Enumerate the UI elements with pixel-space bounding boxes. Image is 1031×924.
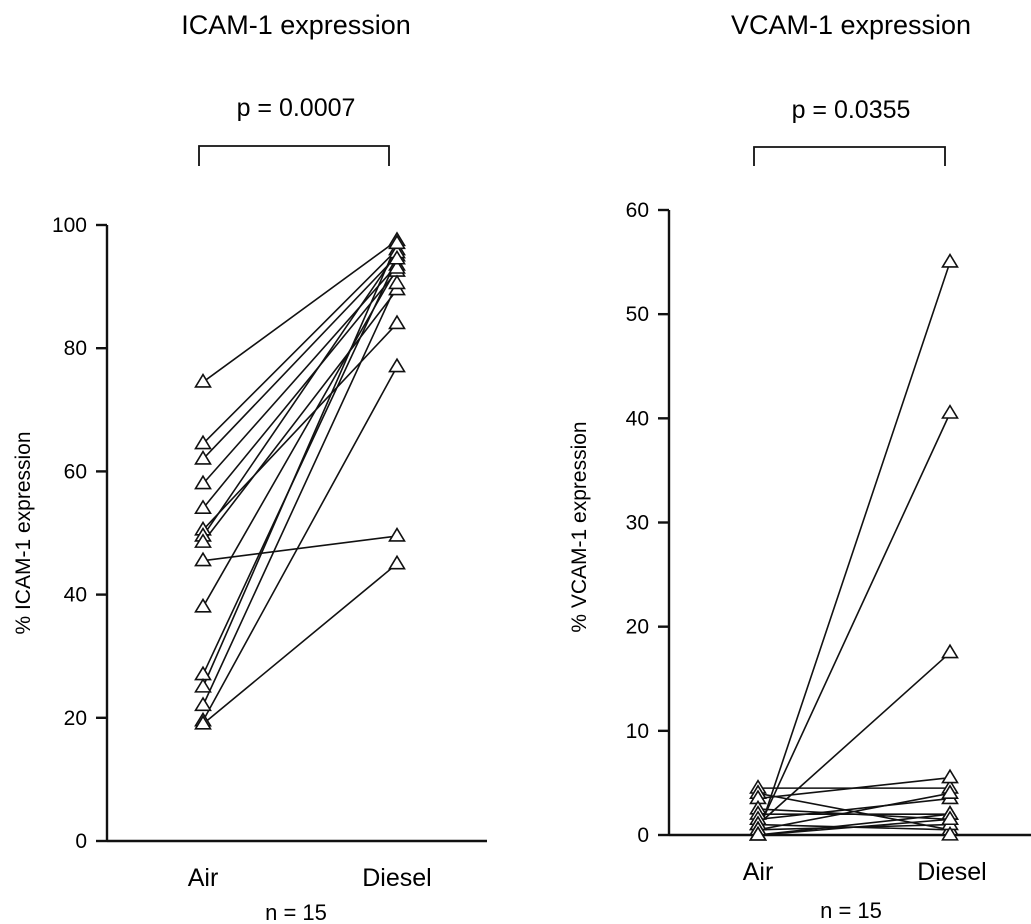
vcam-diesel-point-9 — [941, 404, 959, 419]
vcam-y-tick-label: 50 — [626, 303, 649, 326]
icam-title: ICAM-1 expression — [181, 10, 411, 40]
vcam-p-value: p = 0.0355 — [792, 96, 911, 124]
icam-air-point-9 — [194, 551, 212, 567]
icam-n-label: n = 15 — [265, 900, 327, 924]
vcam-category-air: Air — [743, 858, 774, 886]
icam-pair-line-14 — [202, 366, 398, 722]
icam-diesel-point-13 — [388, 274, 406, 290]
vcam-y-tick-label: 60 — [626, 199, 649, 222]
vcam-diesel-point-3 — [941, 768, 959, 784]
vcam-pair-line-13 — [757, 813, 951, 836]
icam-significance-bracket — [198, 145, 390, 166]
icam-air-point-4 — [194, 474, 212, 490]
icam-panel: ICAM-1 expression p = 0.0007 % ICAM-1 ex… — [12, 10, 487, 924]
icam-air-point-12 — [194, 677, 212, 693]
vcam-panel: VCAM-1 expression p = 0.0355 % VCAM-1 ex… — [568, 10, 1031, 923]
icam-pair-line-1 — [202, 239, 398, 383]
icam-y-tick-label: 100 — [52, 214, 87, 237]
icam-y-axis-label: % ICAM-1 expression — [12, 431, 35, 634]
vcam-air-point-15 — [749, 825, 767, 841]
icam-pair-line-8 — [202, 289, 398, 543]
vcam-y-tick-label: 20 — [626, 616, 649, 639]
vcam-diesel-point-10 — [941, 784, 959, 800]
icam-air-point-5 — [194, 499, 212, 515]
icam-diesel-point-15 — [388, 554, 406, 570]
vcam-diesel-point-14 — [941, 825, 959, 841]
icam-category-air: Air — [188, 864, 219, 892]
vcam-y-tick-label: 10 — [626, 720, 649, 743]
icam-diesel-point-9 — [388, 527, 406, 542]
icam-y-tick-label: 20 — [64, 707, 87, 730]
vcam-pair-lines — [757, 261, 951, 836]
icam-pair-line-12 — [202, 243, 398, 688]
vcam-y-ticks: 0 10 20 30 40 50 60 — [626, 199, 669, 847]
vcam-diesel-point-15 — [941, 810, 959, 826]
vcam-y-axis-label: % VCAM-1 expression — [568, 421, 591, 632]
vcam-diesel-point-7 — [941, 643, 959, 659]
vcam-pair-line-9 — [757, 412, 951, 831]
icam-pair-line-15 — [202, 563, 398, 725]
icam-pair-line-2 — [202, 249, 398, 445]
icam-pair-line-13 — [202, 283, 398, 706]
icam-air-point-8 — [194, 533, 212, 548]
icam-y-tick-label: 60 — [64, 460, 87, 483]
icam-markers — [194, 231, 406, 730]
vcam-diesel-point-12 — [941, 253, 959, 268]
icam-pair-line-4 — [202, 264, 398, 485]
icam-pair-line-10 — [202, 267, 398, 608]
vcam-y-tick-label: 0 — [637, 824, 649, 847]
vcam-significance-bracket — [753, 146, 946, 166]
icam-diesel-point-10 — [388, 259, 406, 274]
icam-air-point-15 — [194, 714, 212, 730]
icam-air-point-1 — [194, 373, 212, 388]
icam-diesel-point-14 — [388, 357, 406, 373]
vcam-markers — [749, 253, 959, 841]
icam-pair-lines — [202, 239, 398, 725]
vcam-pair-line-15 — [757, 818, 951, 836]
icam-y-ticks: 0 20 40 60 80 100 — [52, 214, 107, 853]
vcam-y-tick-label: 40 — [626, 407, 649, 430]
vcam-y-tick-label: 30 — [626, 512, 649, 535]
icam-diesel-point-12 — [388, 234, 406, 250]
icam-pair-line-6 — [202, 323, 398, 531]
icam-p-value: p = 0.0007 — [237, 94, 356, 122]
icam-pair-line-9 — [202, 535, 398, 562]
icam-pair-line-7 — [202, 252, 398, 537]
vcam-pair-line-12 — [757, 261, 951, 836]
icam-pair-line-5 — [202, 270, 398, 509]
vcam-pair-line-6 — [757, 797, 951, 821]
icam-air-point-3 — [194, 450, 212, 465]
icam-air-point-13 — [194, 696, 212, 712]
vcam-category-diesel: Diesel — [917, 858, 986, 886]
vcam-pair-line-7 — [757, 652, 951, 826]
icam-air-point-2 — [194, 434, 212, 450]
vcam-n-label: n = 15 — [820, 898, 882, 923]
vcam-title: VCAM-1 expression — [731, 10, 971, 40]
icam-diesel-point-6 — [388, 314, 406, 330]
vcam-pair-line-10 — [757, 792, 951, 831]
icam-pair-line-3 — [202, 255, 398, 460]
icam-diesel-point-11 — [388, 249, 406, 265]
icam-y-tick-label: 40 — [64, 584, 87, 607]
icam-y-tick-label: 0 — [75, 830, 87, 853]
icam-y-tick-label: 80 — [64, 337, 87, 360]
icam-air-point-10 — [194, 597, 212, 613]
icam-category-diesel: Diesel — [362, 864, 431, 892]
